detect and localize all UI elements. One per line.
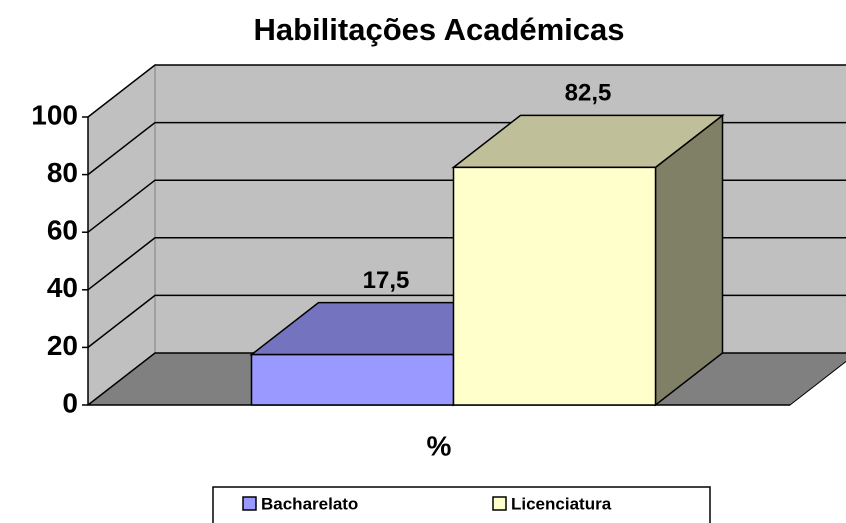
bar-front	[250, 353, 455, 406]
y-tick-label: 20	[47, 330, 78, 361]
chart-title: Habilitações Académicas	[253, 12, 624, 47]
grid-line	[87, 64, 846, 118]
legend-box	[212, 486, 711, 523]
y-tick-label: 60	[47, 215, 78, 246]
y-tick-label: 80	[47, 157, 78, 188]
legend-swatch	[242, 496, 257, 511]
bar-front	[452, 166, 657, 406]
y-tick-label: 100	[31, 99, 78, 130]
legend-label: Bacharelato	[261, 494, 358, 513]
side-wall	[87, 63, 156, 407]
y-tick-label: 40	[47, 272, 78, 303]
bar	[451, 113, 725, 407]
legend-swatch	[492, 496, 507, 511]
data-label: 82,5	[565, 80, 612, 107]
data-label: 17,5	[363, 267, 410, 294]
x-tick-label: %	[427, 430, 452, 461]
y-tick-label: 0	[62, 387, 78, 418]
legend-label: Licenciatura	[511, 494, 612, 513]
